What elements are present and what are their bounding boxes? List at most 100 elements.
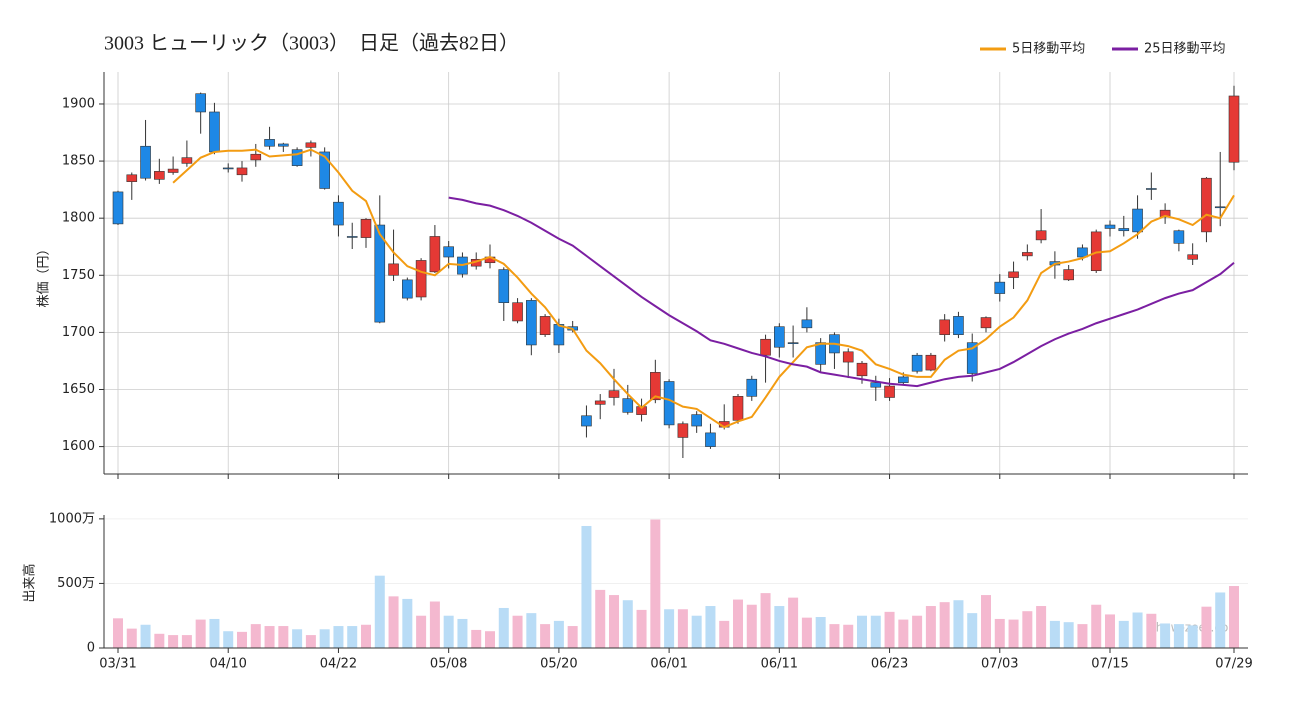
candle-body [1146,188,1157,190]
candle-body [980,317,992,329]
candle-body [429,236,441,273]
volume-bar [994,618,1005,648]
candle-body [181,157,193,164]
candle-body [333,201,344,226]
volume-bar [857,615,867,648]
volume-bar [567,626,578,648]
candle-body [443,246,454,258]
candle-body [222,167,234,170]
volume-bar [829,624,840,648]
candle-body [305,142,317,148]
candle-body [154,171,165,180]
x-tick-label: 04/22 [320,657,357,672]
volume-bar [250,624,261,648]
candle-body [1173,230,1185,244]
volume-bar [1201,606,1212,648]
volume-bar [664,609,675,648]
y-tick-label: 1650 [62,382,95,397]
candle-body [167,168,179,173]
candle-body [140,145,151,179]
volume-bar [113,618,123,648]
candle-body [236,167,248,176]
candle-body [650,372,661,401]
volume-bar [1063,622,1074,648]
candle-body [250,153,262,161]
candle-body [884,385,895,398]
candle-body [953,316,964,335]
candle-body [512,302,523,322]
chart-title: 3003 ヒューリック（3003） 日足（過去82日） [104,32,519,55]
candle-body [705,432,716,447]
volume-bar [1160,623,1171,648]
candle-body [760,338,771,356]
y-tick-label: 1850 [62,154,95,169]
candle-body [1187,254,1198,260]
candle-body [1214,206,1226,209]
candle-body [939,319,950,335]
volume-bar [512,615,523,648]
legend-label: 25日移動平均 [1144,42,1226,57]
volume-bar [498,607,509,648]
volume-bar [760,593,771,648]
volume-bar [1132,612,1143,648]
y-tick-label: 1600 [62,439,95,454]
candle-body [195,93,206,113]
candle-body [663,381,675,426]
candle-body [319,151,330,189]
volume-bar [416,615,427,648]
candle-body [264,139,275,147]
candle-body [994,281,1006,294]
volume-bar [1187,625,1198,648]
candle-body [388,263,399,276]
candle-body [856,362,868,377]
volume-bar [429,601,440,648]
volume-bar [912,615,923,648]
candle-body [608,390,620,398]
volume-bar [788,597,799,648]
candle-body [581,415,592,427]
y-tick-label: 1800 [62,211,95,226]
x-tick-label: 03/31 [99,657,136,672]
volume-bar [609,595,619,648]
volume-bar [168,635,179,648]
volume-bar [471,629,482,648]
volume-bar [1077,624,1088,648]
candle-body [677,423,689,438]
candle-body [842,351,854,363]
candle-body [801,319,813,329]
volume-bar [705,606,716,648]
volume-bar [733,599,743,648]
volume-bar [746,604,757,648]
volume-bar [1105,614,1115,648]
candle-body [815,342,826,365]
volume-bar [1173,624,1184,648]
volume-bar [967,613,978,648]
y-tick-label: 1700 [62,325,95,340]
candle-body [291,149,303,166]
candle-body [774,326,785,348]
ma-line [172,148,1235,429]
volume-bar [774,606,785,648]
volume-bar [953,600,964,648]
candle-body [911,354,923,372]
candle-body [1228,95,1240,163]
y-axis-label: 出来高 [22,563,38,602]
volume-bar [1215,592,1226,648]
volume-bar [237,631,247,648]
candle-body [415,260,427,298]
volume-bar [691,615,702,648]
volume-bar [1229,586,1239,648]
candle-body [553,324,565,346]
volume-bar [650,519,661,648]
volume-bar [278,626,289,648]
candle-body [1022,252,1033,257]
volume-bar [402,598,413,648]
y-tick-label: 1750 [62,268,95,283]
candle-body [925,354,937,371]
candle-body [594,400,606,405]
candle-body [787,342,799,344]
x-tick-label: 06/01 [650,657,687,672]
candle-body [1063,269,1074,281]
